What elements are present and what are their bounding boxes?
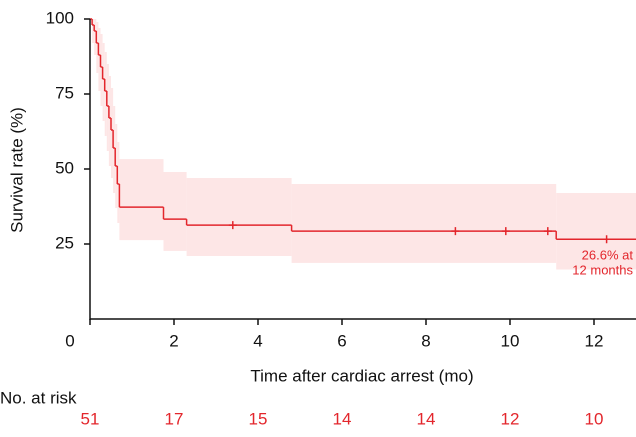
confidence-band <box>111 88 114 178</box>
confidence-band <box>104 52 107 136</box>
censor-mark <box>228 221 237 230</box>
risk-count: 14 <box>333 409 352 428</box>
censor-mark <box>451 227 460 236</box>
annotation: 26.6% at <box>582 247 634 262</box>
confidence-band <box>92 19 95 43</box>
annotation: 12 months <box>572 262 633 277</box>
y-tick-label: 25 <box>55 233 74 252</box>
censor-mark <box>543 227 552 236</box>
risk-count: 17 <box>165 409 184 428</box>
confidence-band <box>98 28 101 91</box>
confidence-band <box>94 19 97 55</box>
risk-table-title: No. at risk <box>0 388 77 407</box>
y-tick-label: 75 <box>55 83 74 102</box>
confidence-band <box>117 142 120 223</box>
risk-count: 15 <box>249 409 268 428</box>
y-tick-label: 50 <box>55 158 74 177</box>
x-tick-label: 0 <box>65 331 74 350</box>
risk-count: 51 <box>81 409 100 428</box>
confidence-band <box>119 159 164 241</box>
confidence-band <box>556 193 636 270</box>
confidence-band <box>163 172 187 251</box>
risk-count: 10 <box>585 409 604 428</box>
x-tick-label: 10 <box>501 331 520 350</box>
censor-mark <box>602 235 611 244</box>
confidence-band <box>113 106 116 193</box>
y-axis-title: Survival rate (%) <box>7 107 26 233</box>
confidence-band <box>102 43 105 121</box>
confidence-band <box>291 184 557 263</box>
confidence-band <box>108 76 111 166</box>
confidence-band <box>96 22 99 73</box>
x-tick-label: 8 <box>421 331 430 350</box>
confidence-band <box>100 34 103 106</box>
x-axis-title: Time after cardiac arrest (mo) <box>250 366 473 385</box>
risk-count: 12 <box>501 409 520 428</box>
y-tick-label: 100 <box>46 8 74 27</box>
x-tick-label: 6 <box>337 331 346 350</box>
confidence-band <box>186 178 292 256</box>
x-tick-label: 4 <box>253 331 262 350</box>
censor-mark <box>501 227 510 236</box>
risk-count: 14 <box>417 409 436 428</box>
x-tick-label: 12 <box>585 331 604 350</box>
confidence-band <box>106 64 109 151</box>
x-tick-label: 2 <box>169 331 178 350</box>
